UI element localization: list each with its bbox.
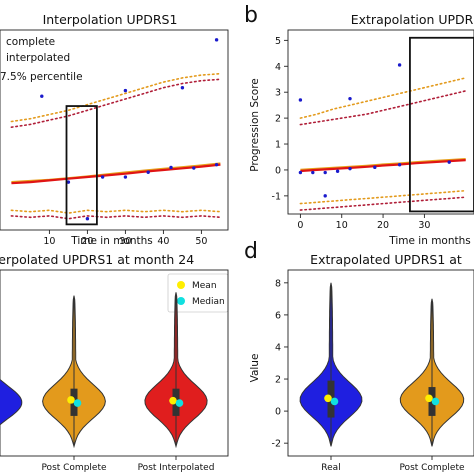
legend-c-median-marker	[177, 297, 185, 305]
series-line-a-2	[11, 162, 221, 184]
y-tick-label-d-2: 2	[275, 375, 281, 386]
y-tick-label-d-0: -2	[272, 439, 281, 450]
highlight-box-b	[409, 36, 474, 213]
plot-frame-d	[287, 269, 474, 457]
series-line-a-4	[10, 209, 222, 214]
x-tick-label-b-1: 10	[336, 220, 348, 231]
legend-a-interpolated: interpolated	[6, 52, 70, 64]
x-tick-label-b-0: 0	[297, 220, 303, 231]
legend-a-complete: complete	[6, 36, 55, 48]
data-point-b-5	[373, 165, 377, 170]
data-point-a-11	[214, 38, 219, 42]
data-point-b-4	[348, 166, 352, 171]
legend-c: Mean Median	[167, 273, 229, 313]
data-point-b-3	[335, 169, 340, 173]
highlight-box-a	[65, 105, 98, 226]
legend-c-mean: Mean	[192, 281, 217, 291]
series-line-b-5	[299, 196, 467, 211]
y-tick-label-b-1: 0	[275, 165, 281, 176]
x-tick-label-a-0: 10	[43, 236, 55, 247]
title-d: Extrapolated UPDRS1 at	[310, 252, 462, 267]
data-point-b-1	[311, 170, 315, 175]
data-point-a-6	[214, 162, 219, 167]
series-line-b-3	[300, 159, 466, 173]
x-tick-label-b-3: 30	[418, 220, 430, 231]
data-point-b-2	[323, 170, 327, 175]
xlabel-a: Time in months	[70, 235, 153, 247]
data-point-b-0	[298, 170, 303, 175]
legend-a-percentile: 7.5% percentile	[0, 71, 83, 83]
series-line-b-1	[299, 90, 467, 126]
x-tick-label-b-2: 20	[377, 220, 389, 231]
y-tick-label-b-3: 2	[275, 114, 281, 125]
legend-a: complete interpolated 7.5% percentile	[0, 36, 83, 83]
x-tick-label-c-2: Post Interpolated	[138, 463, 215, 473]
data-point-a-8	[123, 88, 128, 93]
violin-mean-c-2	[169, 396, 177, 405]
plot-frame-b	[287, 29, 474, 215]
violin-mean-d-0	[324, 394, 332, 403]
series-line-b-0	[299, 77, 467, 119]
violin-median-c-1	[73, 399, 82, 407]
y-tick-label-d-3: 4	[275, 342, 281, 353]
title-b: Extrapolation UPDRS1	[351, 12, 474, 27]
y-tick-label-b-0: -1	[272, 191, 281, 202]
ylabel-b: Progression Score	[249, 78, 261, 172]
x-tick-label-d-1: Post Complete	[399, 463, 465, 473]
data-point-a-5	[192, 166, 196, 170]
data-point-a-2	[123, 175, 128, 179]
data-point-a-1	[100, 175, 105, 179]
violin-median-c-2	[175, 399, 184, 407]
x-tick-label-a-4: 50	[195, 236, 207, 247]
data-point-b-8	[397, 63, 402, 67]
violin-median-d-1	[431, 397, 440, 406]
data-point-a-3	[146, 170, 150, 174]
x-tick-label-a-2: 30	[119, 236, 131, 247]
series-line-a-1	[10, 78, 222, 128]
series-line-a-0	[10, 72, 222, 123]
violin-c-0	[0, 378, 23, 426]
y-tick-label-b-4: 3	[275, 88, 281, 99]
series-line-a-3	[11, 163, 221, 185]
data-point-b-10	[348, 96, 352, 101]
xlabel-b: Time in months	[388, 235, 471, 247]
data-point-a-7	[40, 94, 44, 98]
x-tick-label-a-3: 40	[157, 236, 169, 247]
data-point-a-4	[169, 165, 173, 170]
y-tick-label-d-4: 6	[275, 310, 281, 321]
title-c: Interpolated UPDRS1 at month 24	[0, 252, 194, 267]
x-tick-label-c-1: Post Complete	[41, 463, 107, 473]
plot-frame-c	[0, 269, 229, 457]
plot-frame-a	[0, 29, 229, 231]
data-point-b-7	[447, 160, 451, 164]
y-tick-label-b-2: 1	[275, 140, 281, 151]
data-point-a-9	[85, 217, 90, 221]
panel-label-d: d	[244, 239, 258, 264]
x-tick-label-d-0: Real	[321, 463, 340, 473]
legend-c-median: Median	[192, 297, 225, 307]
data-point-a-0	[66, 180, 71, 184]
title-a: Interpolation UPDRS1	[43, 12, 178, 27]
panel-label-b: b	[244, 3, 258, 28]
data-point-b-11	[323, 194, 327, 198]
violin-median-d-0	[330, 397, 339, 406]
y-tick-label-b-5: 4	[275, 62, 281, 73]
y-tick-label-b-6: 5	[275, 36, 281, 47]
x-tick-label-a-1: 20	[81, 236, 93, 247]
legend-c-mean-marker	[177, 281, 185, 289]
violin-mean-c-1	[67, 396, 75, 404]
ylabel-d: Value	[249, 354, 261, 383]
series-line-b-4	[299, 189, 467, 205]
y-tick-label-d-5: 8	[275, 278, 281, 289]
violin-mean-d-1	[425, 394, 433, 403]
data-point-a-10	[180, 86, 185, 90]
series-line-a-5	[10, 215, 222, 220]
data-point-b-9	[298, 98, 303, 102]
data-point-b-6	[397, 163, 402, 167]
y-tick-label-d-1: 0	[275, 407, 281, 418]
